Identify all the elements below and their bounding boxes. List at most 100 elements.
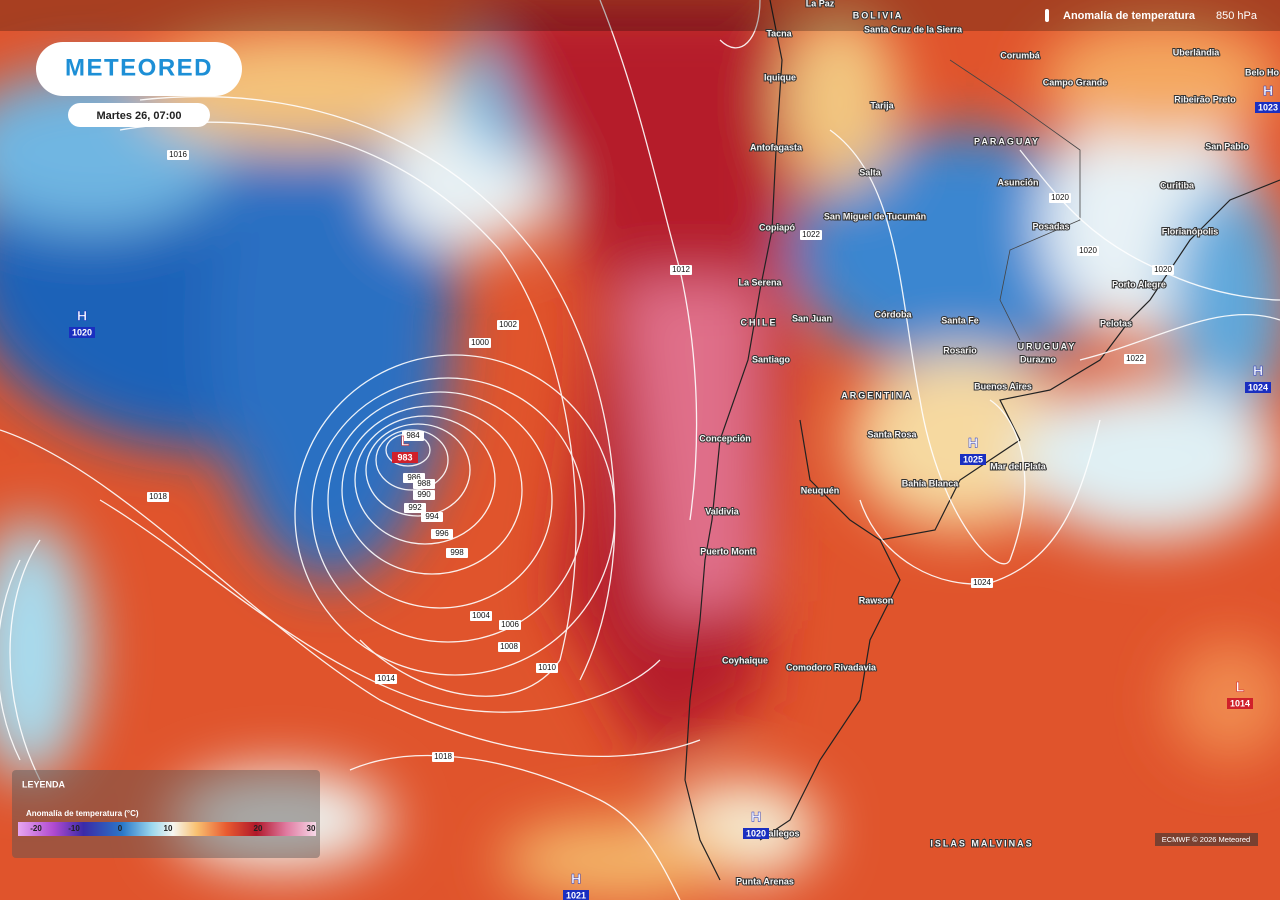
city-label: Comodoro Rivadavia <box>786 662 877 672</box>
city-label: Buenos Aires <box>974 381 1032 391</box>
city-label: Puerto Montt <box>700 546 756 556</box>
city-label: Córdoba <box>875 309 913 319</box>
country-label: URUGUAY <box>1018 341 1077 351</box>
isobar-label-bg <box>800 230 822 240</box>
city-label: Santa Fe <box>941 315 979 325</box>
center-value: 1023 <box>1258 102 1278 112</box>
isobar-label-bg <box>1124 354 1146 364</box>
center-value-bg <box>1255 102 1280 113</box>
center-value: 1020 <box>746 828 766 838</box>
center-value-bg <box>960 454 986 465</box>
city-label: San Pablo <box>1205 141 1249 151</box>
center-value: 1020 <box>72 327 92 337</box>
center-type: H <box>1253 363 1263 379</box>
city-label: Corumbá <box>1000 50 1040 60</box>
center-type: H <box>968 435 978 451</box>
date-pill <box>68 103 210 127</box>
city-label: Coyhaique <box>722 655 768 665</box>
isobar-label: 1018 <box>434 752 452 761</box>
isobar-label-bg <box>670 265 692 275</box>
center-type: L <box>1236 679 1245 695</box>
isobar-label-bg <box>971 578 993 588</box>
isobar-label: 998 <box>450 548 464 557</box>
center-value: 983 <box>397 452 412 462</box>
city-label: Belo Ho <box>1245 67 1280 77</box>
isobar-label: 1014 <box>377 674 395 683</box>
city-label: Rosario <box>943 345 977 355</box>
city-label: Rawson <box>859 595 894 605</box>
country-label: CHILE <box>741 317 778 327</box>
center-value-bg <box>1245 382 1271 393</box>
center-value: 1024 <box>1248 382 1268 392</box>
isobar-label-bg <box>470 611 492 621</box>
city-label: Tarija <box>870 100 894 110</box>
city-label: San Juan <box>792 313 832 323</box>
legend-tick: -20 <box>30 824 42 833</box>
center-value: 1021 <box>566 890 586 900</box>
color-scale <box>18 822 316 836</box>
city-label: La Paz <box>806 0 835 8</box>
isobar-label-bg <box>375 674 397 684</box>
layer-name: Anomalía de temperatura <box>1063 10 1196 22</box>
city-label: Pelotas <box>1100 318 1132 328</box>
city-label: Porto Alegre <box>1112 279 1166 289</box>
country-label: PARAGUAY <box>974 136 1040 146</box>
city-label: Antofagasta <box>750 142 803 152</box>
isobar-label: 1000 <box>471 338 489 347</box>
logo-pill <box>36 42 242 96</box>
isobar-label-bg <box>413 479 435 489</box>
center-value-bg <box>392 452 418 463</box>
city-label: Tacna <box>766 28 792 38</box>
isobar-label: 1018 <box>149 492 167 501</box>
isobar-label: 1022 <box>1126 354 1144 363</box>
isobar-label: 986 <box>407 473 421 482</box>
isobar-label-bg <box>1049 193 1071 203</box>
center-type: H <box>1263 83 1273 99</box>
isobar-label: 992 <box>408 503 422 512</box>
country-label: ISLAS MALVINAS <box>930 838 1033 848</box>
center-value-bg <box>1227 698 1253 709</box>
isobar-label: 1020 <box>1051 193 1069 202</box>
city-label: Durazno <box>1020 354 1057 364</box>
country-label: ARGENTINA <box>841 390 913 400</box>
isobar-label: 1002 <box>499 320 517 329</box>
thermometer-icon <box>1045 9 1049 22</box>
city-label: Iquique <box>764 72 796 82</box>
city-label: Concepción <box>699 433 751 443</box>
city-label: La Serena <box>738 277 782 287</box>
legend-tick: 0 <box>118 824 123 833</box>
isobar-label: 1020 <box>1154 265 1172 274</box>
center-type: H <box>751 809 761 825</box>
isobar-label: 988 <box>417 479 431 488</box>
city-label: Curitiba <box>1160 180 1195 190</box>
city-label: Valdivia <box>705 506 740 516</box>
city-label: Punta Arenas <box>736 876 794 886</box>
isobar-label: 984 <box>406 431 420 440</box>
legend-title: LEYENDA <box>22 779 66 789</box>
city-label: Florianópolis <box>1162 226 1219 236</box>
isobar-label-bg <box>167 150 189 160</box>
coastlines <box>684 0 1280 881</box>
level: 850 hPa <box>1216 10 1258 22</box>
center-value-bg <box>563 890 589 901</box>
city-label: San Miguel de Tucumán <box>824 211 926 221</box>
legend-tick: 30 <box>307 824 316 833</box>
city-label: Campo Grande <box>1043 77 1108 87</box>
isobar-label: 990 <box>417 490 431 499</box>
isobar-label: 1008 <box>500 642 518 651</box>
credit: ECMWF © 2026 Meteored <box>1162 835 1250 844</box>
city-label: Copiapó <box>759 222 795 232</box>
city-label: Salta <box>859 167 882 177</box>
center-type: H <box>571 871 581 887</box>
center-value: 1025 <box>963 454 983 464</box>
city-label: Santiago <box>752 354 791 364</box>
isobar-label: 1024 <box>973 578 991 587</box>
isobar-label-bg <box>431 529 453 539</box>
center-type: L <box>401 433 410 449</box>
top-bar <box>0 0 1280 31</box>
center-type: H <box>77 308 87 324</box>
city-label: Bahía Blanca <box>902 478 960 488</box>
city-label: Asunción <box>997 177 1038 187</box>
